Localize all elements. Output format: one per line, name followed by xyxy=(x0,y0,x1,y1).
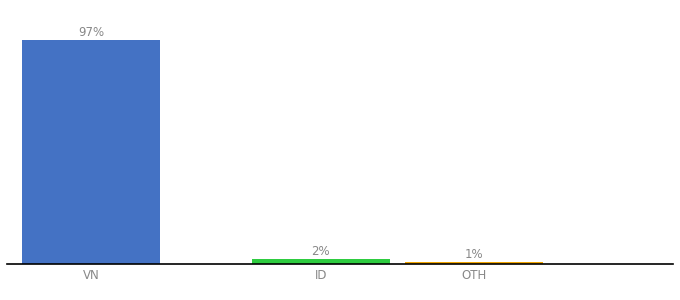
Text: 1%: 1% xyxy=(464,248,483,260)
Bar xyxy=(405,262,543,264)
Bar xyxy=(252,260,390,264)
Bar xyxy=(22,40,160,264)
Text: 97%: 97% xyxy=(78,26,104,39)
Text: 2%: 2% xyxy=(311,245,330,258)
